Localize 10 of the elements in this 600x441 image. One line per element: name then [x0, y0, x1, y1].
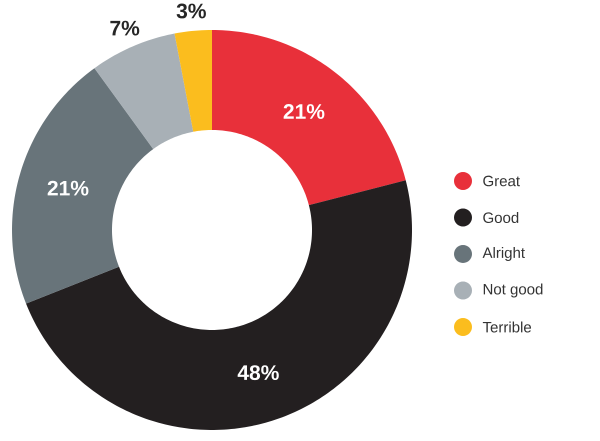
data-label: 3% — [176, 4, 206, 18]
legend-label: Not good — [484, 283, 542, 298]
data-label: 21% — [284, 104, 324, 119]
legend-label: Terrible — [482, 321, 532, 332]
legend-label: Good — [483, 212, 518, 223]
data-label: 48% — [238, 365, 279, 380]
data-label: 21% — [48, 180, 88, 196]
legend-label: Alright — [482, 246, 525, 261]
data-label: 7% — [110, 20, 140, 36]
legend-label: Great — [483, 176, 520, 186]
